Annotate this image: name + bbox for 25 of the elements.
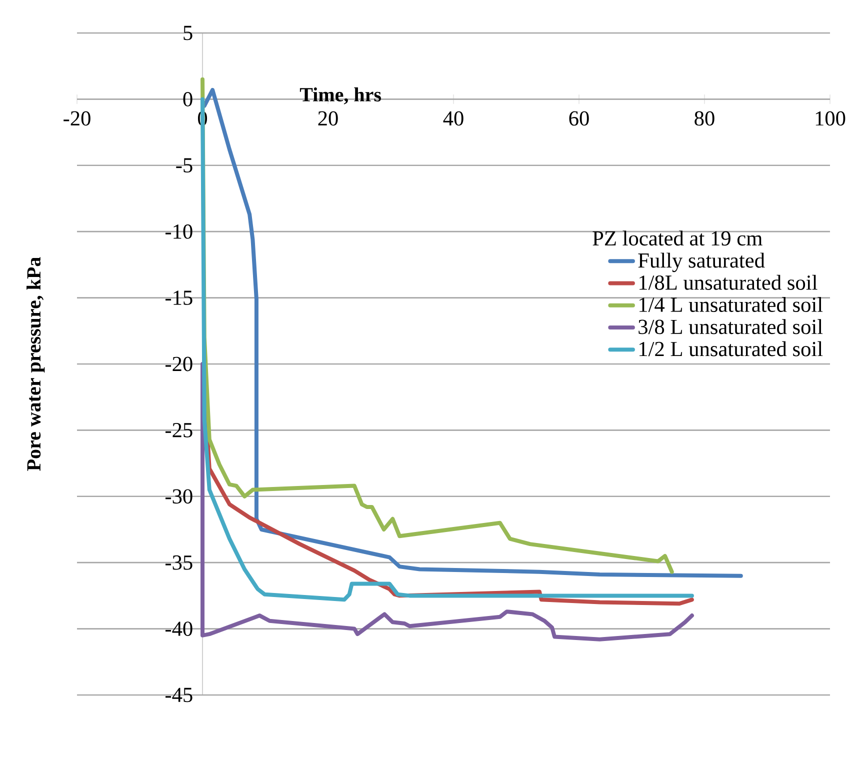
y-tick-label: -15	[165, 290, 192, 305]
y-tick-label: -30	[165, 489, 192, 504]
x-tick-label: 100	[816, 111, 846, 126]
x-tick-label: 80	[694, 111, 714, 126]
legend-label: 1/2 L unsaturated soil	[640, 341, 823, 356]
legend-label: 1/8L unsaturated soil	[640, 274, 818, 290]
legend-label: Fully saturated	[638, 252, 765, 272]
y-axis-title: Pore water pressure, kPa	[26, 257, 45, 471]
y-tick-label: -5	[176, 158, 192, 172]
y-tick-label: -45	[165, 688, 192, 702]
x-tick-label: 60	[569, 111, 589, 126]
y-tick-label: 0	[183, 92, 192, 106]
legend-label: 1/4 L unsaturated soil	[640, 296, 823, 312]
legend-title: PZ located at 19 cm	[592, 230, 762, 246]
y-tick-label: -25	[165, 423, 192, 438]
x-tick-label: 20	[318, 111, 338, 126]
x-axis-title: Time, hrs	[300, 87, 381, 104]
legend-label: 3/8 L unsaturated soil	[638, 319, 823, 334]
y-tick-label: -10	[165, 224, 192, 239]
y-tick-label: -40	[165, 622, 192, 636]
x-tick-label: -20	[64, 111, 90, 126]
y-tick-label: -35	[165, 555, 192, 570]
y-tick-label: -20	[165, 356, 192, 372]
y-tick-label: 5	[184, 26, 192, 40]
x-tick-label: 40	[443, 111, 464, 126]
